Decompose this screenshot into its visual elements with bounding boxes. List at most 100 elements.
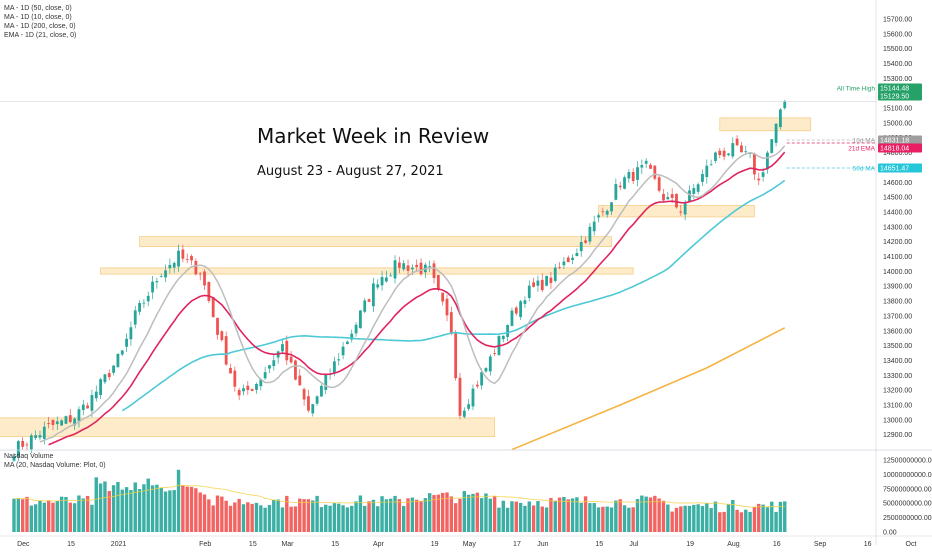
volume-bar xyxy=(601,506,605,532)
candle-body xyxy=(272,360,276,367)
time-tick-label: Sep xyxy=(814,541,827,548)
candle-body xyxy=(696,184,700,192)
volume-bar xyxy=(51,502,55,532)
zone-box xyxy=(100,267,634,275)
price-tick-label: 13300.00 xyxy=(883,373,912,380)
legend-ma10[interactable]: MA - 1D (10, close, 0) xyxy=(4,14,72,21)
candle-body xyxy=(566,257,570,263)
volume-bar xyxy=(566,499,570,532)
volume-bar xyxy=(570,498,575,532)
volume-bar xyxy=(220,496,224,532)
candle-body xyxy=(125,338,128,347)
volume-bar xyxy=(107,490,111,532)
candle-body xyxy=(389,275,393,277)
candle-body xyxy=(501,335,505,340)
volume-bar xyxy=(254,502,259,532)
volume-bar xyxy=(501,500,505,532)
volume-bar xyxy=(202,494,207,532)
volume-bar xyxy=(674,507,679,532)
candle-body xyxy=(753,153,756,175)
volume-bar xyxy=(700,506,705,532)
time-tick-label: 15 xyxy=(249,541,257,548)
time-axis: Dec 15 2021 Feb 15 Mar 15 Apr 19 May 17 Jun 15 Jul 19 A… xyxy=(0,535,932,548)
volume-bar xyxy=(85,495,90,532)
candle-body xyxy=(294,360,297,380)
volume-bar xyxy=(311,500,315,532)
volume-bar xyxy=(592,503,596,532)
candle-body xyxy=(181,249,185,259)
candle-body xyxy=(220,331,224,341)
candle-body xyxy=(224,336,228,365)
volume-title[interactable]: Nasdaq Volume xyxy=(4,453,54,460)
volume-bar xyxy=(250,503,254,532)
volume-ma-label[interactable]: MA (20, Nasdaq Volume: Plot, 0) xyxy=(4,462,106,469)
candle-body xyxy=(359,310,362,329)
candle-body xyxy=(384,277,388,282)
volume-bar xyxy=(666,504,670,532)
price-badge xyxy=(878,83,922,93)
candle-body xyxy=(142,302,146,304)
volume-bar xyxy=(163,491,168,532)
legend-ema21[interactable]: EMA - 1D (21, close, 0) xyxy=(4,32,77,39)
time-tick-label: Oct xyxy=(906,541,917,548)
candle-body xyxy=(575,252,579,257)
volume-bar xyxy=(644,496,648,532)
candle-body xyxy=(432,263,436,279)
candle-body xyxy=(705,165,709,178)
volume-bar xyxy=(726,503,731,532)
candle-body xyxy=(467,404,471,409)
volume-bar xyxy=(176,469,181,532)
volume-bar xyxy=(81,498,85,532)
volume-bar xyxy=(59,496,64,532)
candle-body xyxy=(419,262,423,275)
volume-bar xyxy=(549,498,553,532)
volume-bar xyxy=(42,502,47,532)
candle-body xyxy=(133,310,137,325)
candle-body xyxy=(164,270,167,278)
legend-ma200[interactable]: MA - 1D (200, close, 0) xyxy=(4,23,76,30)
volume-bar xyxy=(757,503,761,532)
candle-body xyxy=(618,185,622,188)
candle-body xyxy=(281,344,284,352)
time-tick-label: 16 xyxy=(864,541,872,548)
candle-body xyxy=(640,165,644,168)
candle-body xyxy=(692,188,696,194)
volume-bar xyxy=(575,497,579,532)
volume-bar xyxy=(739,512,744,532)
candle-body xyxy=(90,395,94,411)
price-badge-label: 21d EMA xyxy=(848,146,875,153)
candle-body xyxy=(527,285,531,299)
volume-bar xyxy=(466,494,471,532)
candle-body xyxy=(605,210,609,215)
volume-bar xyxy=(778,501,783,532)
candle-body xyxy=(393,260,397,279)
volume-bar xyxy=(445,492,449,532)
volume-bar xyxy=(111,485,116,532)
volume-bar xyxy=(98,483,103,532)
candle-body xyxy=(454,333,458,379)
volume-bar xyxy=(129,490,133,532)
time-tick-label: Jun xyxy=(537,541,548,548)
candle-body xyxy=(64,416,68,424)
ma50-path xyxy=(121,179,786,412)
price-badge-value: 15129.50 xyxy=(880,94,909,101)
volume-bar xyxy=(241,504,246,532)
volume-bar xyxy=(90,504,94,532)
volume-bar xyxy=(341,505,345,532)
candle-body xyxy=(81,404,85,410)
volume-bar xyxy=(345,507,350,532)
volume-tick-label: 7500000000.00 xyxy=(883,486,932,493)
candle-body xyxy=(38,435,42,438)
volume-bar xyxy=(181,485,185,532)
legend-ma50[interactable]: MA - 1D (50, close, 0) xyxy=(4,5,72,12)
volume-bar xyxy=(384,499,389,532)
volume-bar xyxy=(458,498,462,532)
candle-body xyxy=(714,152,717,161)
candle-body xyxy=(155,281,159,283)
price-badge xyxy=(878,135,922,145)
candle-body xyxy=(410,267,414,270)
candle-body xyxy=(536,280,540,286)
price-labels: 15144.48 All Time High 15129.50 14831.18 10d… xyxy=(786,83,922,173)
candle-body xyxy=(320,385,323,397)
